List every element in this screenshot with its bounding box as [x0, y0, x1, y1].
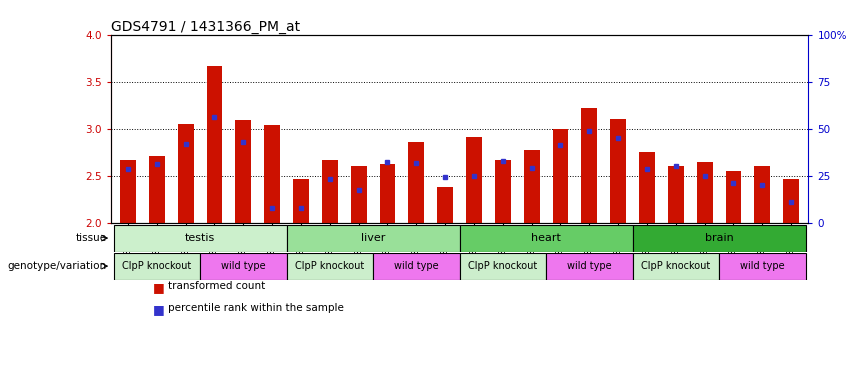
Bar: [264, 125, 280, 223]
Bar: [460, 225, 632, 252]
Bar: [610, 119, 626, 223]
Text: wild type: wild type: [394, 261, 438, 271]
Text: tissue: tissue: [75, 233, 106, 243]
Bar: [783, 179, 799, 223]
Bar: [697, 162, 712, 223]
Text: GDS4791 / 1431366_PM_at: GDS4791 / 1431366_PM_at: [111, 20, 300, 33]
Text: ■: ■: [153, 303, 165, 316]
Text: transformed count: transformed count: [168, 281, 266, 291]
Bar: [322, 160, 338, 223]
Bar: [200, 253, 287, 280]
Text: ClpP knockout: ClpP knockout: [641, 261, 711, 271]
Bar: [726, 171, 741, 223]
Bar: [668, 166, 683, 223]
Bar: [113, 225, 287, 252]
Bar: [351, 166, 367, 223]
Bar: [523, 150, 540, 223]
Bar: [546, 253, 632, 280]
Bar: [632, 253, 719, 280]
Bar: [120, 160, 136, 223]
Bar: [460, 253, 546, 280]
Bar: [754, 166, 770, 223]
Text: ClpP knockout: ClpP knockout: [295, 261, 364, 271]
Bar: [113, 253, 200, 280]
Bar: [639, 152, 655, 223]
Text: brain: brain: [705, 233, 734, 243]
Text: wild type: wild type: [221, 261, 266, 271]
Bar: [380, 164, 396, 223]
Text: genotype/variation: genotype/variation: [8, 261, 106, 271]
Text: wild type: wild type: [567, 261, 612, 271]
Text: wild type: wild type: [740, 261, 785, 271]
Text: ClpP knockout: ClpP knockout: [123, 261, 191, 271]
Bar: [437, 187, 453, 223]
Text: liver: liver: [361, 233, 386, 243]
Text: testis: testis: [185, 233, 215, 243]
Bar: [178, 124, 193, 223]
Bar: [466, 137, 482, 223]
Text: ClpP knockout: ClpP knockout: [468, 261, 538, 271]
Bar: [373, 253, 460, 280]
Bar: [632, 225, 806, 252]
Bar: [408, 142, 424, 223]
Bar: [207, 66, 222, 223]
Bar: [287, 225, 460, 252]
Bar: [581, 108, 597, 223]
Text: percentile rank within the sample: percentile rank within the sample: [168, 303, 345, 313]
Text: heart: heart: [531, 233, 561, 243]
Bar: [552, 129, 568, 223]
Bar: [495, 160, 511, 223]
Bar: [287, 253, 373, 280]
Bar: [236, 120, 251, 223]
Bar: [293, 179, 309, 223]
Bar: [719, 253, 806, 280]
Text: ■: ■: [153, 281, 165, 295]
Bar: [149, 156, 165, 223]
